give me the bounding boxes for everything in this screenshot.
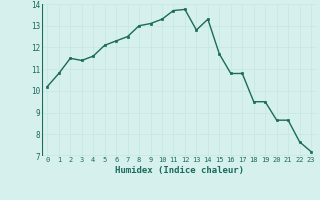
- X-axis label: Humidex (Indice chaleur): Humidex (Indice chaleur): [115, 166, 244, 175]
